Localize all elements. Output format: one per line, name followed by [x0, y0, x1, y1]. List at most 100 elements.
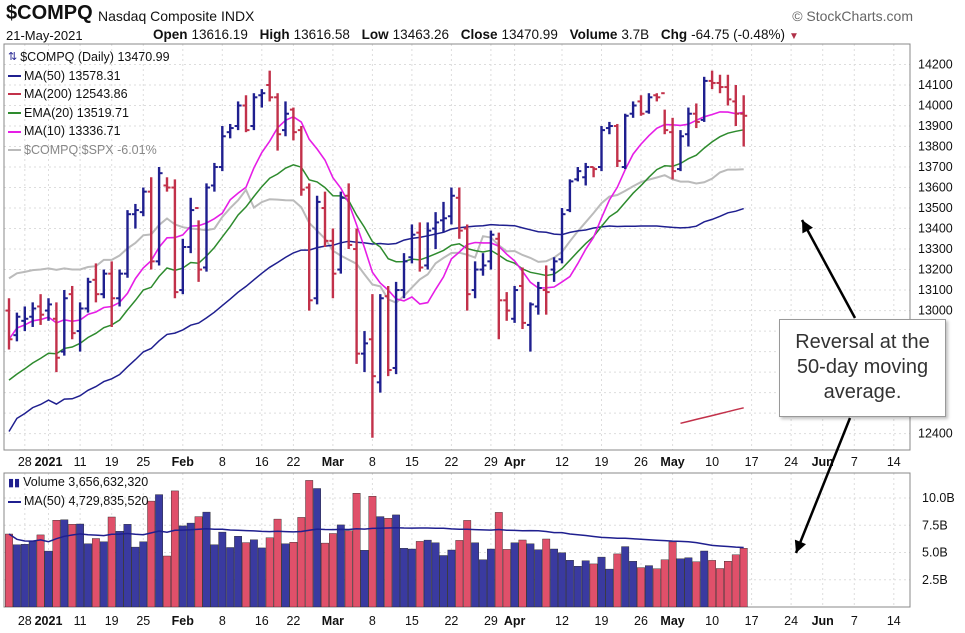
legend-rel: $COMPQ:$SPX -6.01%: [8, 141, 170, 160]
ohlc-bar: [645, 93, 653, 114]
open-label: Open: [153, 27, 188, 42]
ma10-line: [8, 111, 744, 340]
ohlc-bar: [400, 253, 408, 299]
price-tick-label: 13400: [918, 222, 953, 236]
ohlc-bar: [305, 183, 313, 311]
price-tick-label: 13000: [918, 304, 953, 318]
date-tick-label: 25: [136, 614, 150, 628]
volume-bar: [249, 539, 258, 607]
date-tick-label: 8: [219, 455, 226, 469]
price-tick-label: 13800: [918, 140, 953, 154]
volume-bar: [36, 534, 45, 607]
ohlc-bar: [440, 201, 447, 233]
volume-bar: [5, 533, 13, 607]
low-value: 13463.26: [392, 27, 449, 42]
date-tick-label: 22: [286, 614, 300, 628]
volume-bar: [455, 540, 464, 607]
volume-bar: [202, 511, 211, 607]
volume-bar: [265, 537, 274, 607]
ohlc-bar: [692, 103, 700, 129]
volume-bar: [605, 568, 614, 607]
ohlc-bar: [368, 294, 376, 438]
ohlc-bar: [550, 257, 558, 282]
volume-bar: [170, 490, 179, 607]
date-tick-label: 24: [784, 614, 798, 628]
volume-bar: [423, 539, 432, 607]
ohlc-bar: [68, 285, 76, 340]
date-tick-label: Jun: [812, 455, 834, 469]
price-legend: ⇅ $COMPQ (Daily) 13470.99 MA(50) 13578.31…: [8, 48, 170, 160]
legend-volume-ma50: MA(50) 4,729,835,520: [8, 492, 148, 510]
chg-value: -64.75 (-0.48%): [691, 27, 785, 42]
date-tick-label: 22: [286, 455, 300, 469]
volume-bar: [692, 561, 701, 607]
ohlc-bar: [574, 167, 582, 182]
volume-bar: [621, 546, 630, 607]
legend-ma200: MA(200) 12543.86: [8, 85, 170, 104]
date-tick-label: 17: [745, 614, 759, 628]
date-tick-label: 19: [105, 614, 119, 628]
volume-bar: [313, 488, 321, 607]
ohlc-bar: [424, 222, 432, 270]
ohlc-bar: [52, 302, 60, 373]
volume-bar: [542, 538, 551, 607]
price-tick-label: 13200: [918, 263, 953, 277]
date-tick-label: 14: [887, 614, 901, 628]
ohlc-bar: [376, 294, 384, 393]
volume-bar: [76, 523, 85, 607]
volume-bar: [447, 549, 456, 607]
date-tick-label: 7: [851, 614, 858, 628]
date-tick-label: Mar: [322, 614, 344, 628]
volume-label: Volume: [569, 27, 618, 42]
volume-bar: [242, 542, 250, 607]
ohlc-bar: [131, 203, 139, 229]
ohlc-bar: [700, 76, 708, 122]
ohlc-bar: [392, 281, 400, 375]
volume-bar: [344, 530, 353, 607]
ohlc-bar: [218, 126, 226, 172]
volume-bar: [700, 550, 709, 607]
volume-bar: [376, 516, 385, 607]
volume-bar: [28, 541, 37, 607]
volume-icon: ▮▮: [8, 477, 21, 489]
ohlc-bar: [511, 285, 519, 323]
date-tick-label: 8: [219, 614, 226, 628]
volume-bar: [123, 524, 132, 607]
ohlc-bar: [37, 294, 45, 325]
ohlc-bar: [321, 191, 329, 247]
volume-bar: [368, 496, 377, 607]
date-tick-label: 12: [555, 614, 569, 628]
ohlc-bar: [408, 224, 416, 264]
date-tick-label: Apr: [504, 614, 526, 628]
price-axis-labels: 12400 13000 13100 13200 13300 13400 13500 13600…: [918, 58, 953, 441]
date-tick-label: 11: [74, 614, 87, 628]
ohlc-bar: [479, 253, 487, 276]
ohlc-bar: [621, 113, 629, 170]
volume-bar: [660, 559, 669, 607]
volume-legend: ▮▮ Volume 3,656,632,320 MA(50) 4,729,835,…: [8, 473, 148, 510]
ohlc-bar: [629, 101, 637, 118]
date-tick-label: 15: [405, 455, 419, 469]
volume-bar: [336, 524, 345, 607]
ohlc-bar: [416, 222, 424, 272]
ma200-swatch: [8, 93, 21, 96]
ohlc-bar: [661, 92, 669, 135]
date-tick-label: 22: [444, 614, 458, 628]
ohlc-bar: [226, 123, 234, 139]
date-tick-label: Jun: [812, 614, 834, 628]
ohlc-bar: [29, 302, 37, 327]
date-tick-label: 8: [369, 455, 376, 469]
ohlc-bar: [605, 121, 613, 135]
ohlc-bar: [471, 261, 479, 299]
low-label: Low: [361, 27, 389, 42]
volume-value: 3.7B: [621, 27, 650, 42]
volume-bar: [550, 548, 559, 607]
brand-watermark[interactable]: © StockCharts.com: [792, 8, 913, 24]
close-label: Close: [460, 27, 498, 42]
volume-bar: [566, 560, 574, 607]
volume-bar: [99, 541, 108, 607]
ohlc-bar: [195, 207, 203, 282]
ohlc-bar: [258, 89, 266, 108]
volume-bar: [668, 541, 677, 607]
